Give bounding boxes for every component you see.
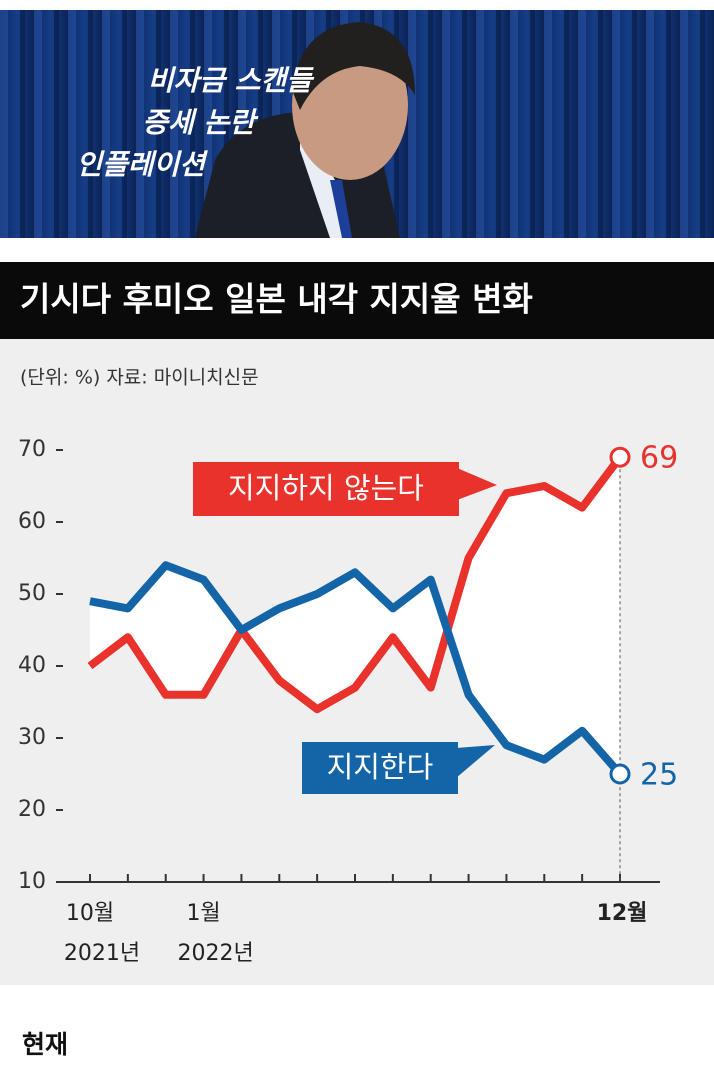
photo-caption: 인플레이션	[76, 148, 208, 181]
photo-caption: 증세 논란	[142, 106, 259, 139]
person-hair	[292, 22, 415, 110]
x-tick-label: 10월	[66, 901, 114, 926]
y-tick-label: 70	[18, 437, 46, 462]
end-marker	[609, 446, 631, 468]
photo: 비자금 스캔들 증세 논란 인플레이션	[0, 10, 714, 238]
y-tick-label: 60	[18, 509, 46, 534]
y-tick-label: 10	[18, 869, 46, 894]
chart-title: 기시다 후미오 일본 내각 지지율 변화	[20, 280, 533, 319]
title-bar	[0, 262, 714, 339]
data-label: 69	[640, 441, 678, 476]
chart-subtitle: (단위: %) 자료: 마이니치신문	[20, 367, 259, 389]
series-line	[89, 561, 624, 777]
y-tick-label: 40	[18, 653, 46, 678]
series-line	[87, 454, 624, 714]
legend-label: 지지한다	[327, 750, 434, 784]
legend-label: 지지하지 않는다	[228, 471, 424, 505]
data-label: 25	[640, 758, 678, 793]
photo-captions: 비자금 스캔들 증세 논란 인플레이션	[76, 64, 315, 181]
legend-pointer	[456, 745, 495, 778]
legend-box	[193, 462, 459, 516]
photo-caption: 비자금 스캔들	[148, 64, 316, 97]
plot: 10 20 30 40 50 60 70 10월 2021년 1월 2022년 12월 69 25 지지하지…	[18, 437, 678, 966]
x-tick-label: 1월	[186, 901, 220, 926]
legend-pointer	[457, 468, 497, 500]
end-marker	[609, 763, 631, 785]
post-caption: 현재	[22, 1030, 68, 1059]
gap-area	[90, 457, 620, 774]
y-tick-label: 20	[18, 797, 46, 822]
y-tick-label: 30	[18, 725, 46, 750]
person-tie	[330, 180, 352, 238]
x-tick-sublabel: 2021년	[64, 941, 140, 966]
y-tick-label: 50	[18, 581, 46, 606]
x-tick-label: 12월	[597, 901, 648, 926]
x-tick-sublabel: 2022년	[177, 941, 253, 966]
legend-box	[302, 742, 458, 794]
